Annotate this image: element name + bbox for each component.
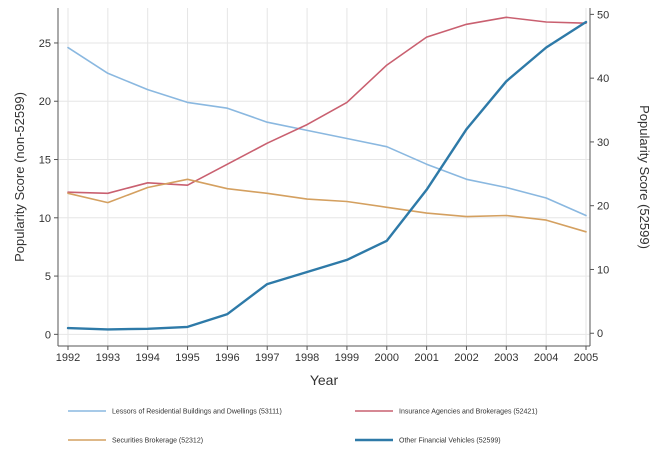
x-axis-title: Year	[310, 372, 339, 388]
legend-label-2: Securities Brokerage (52312)	[112, 438, 203, 445]
x-tick-label: 1992	[56, 352, 80, 364]
x-tick-label: 2005	[574, 352, 598, 364]
series-line-2	[67, 178, 587, 233]
y-tick-label-right: 50	[597, 9, 609, 21]
y-tick-label-left: 15	[39, 155, 51, 167]
y-tick-label-right: 40	[597, 73, 609, 85]
y-tick-label-right: 10	[597, 264, 609, 276]
y-tick-label-right: 20	[597, 201, 609, 213]
y-tick-label-left: 0	[45, 329, 51, 341]
series-line-0	[67, 46, 587, 217]
x-tick-label: 1995	[175, 352, 199, 364]
y-tick-label-right: 30	[597, 137, 609, 149]
y-tick-label-right: 0	[597, 328, 603, 340]
axes	[54, 8, 594, 350]
series-line-1	[67, 16, 587, 195]
y-tick-label-left: 10	[39, 213, 51, 225]
plot-area	[58, 8, 590, 346]
x-tick-label: 2003	[494, 352, 518, 364]
y-tick-label-left: 20	[39, 96, 51, 108]
series-lines	[66, 16, 588, 331]
y-tick-label-left: 25	[39, 38, 51, 50]
series-line-3	[66, 20, 588, 331]
x-tick-label: 1997	[255, 352, 279, 364]
x-tick-label: 1999	[335, 352, 359, 364]
y-axis-title-left: Popularity Score (non-52599)	[12, 92, 27, 262]
x-tick-label: 1993	[96, 352, 120, 364]
legend-label-0: Lessors of Residential Buildings and Dwe…	[112, 409, 282, 416]
x-tick-label: 2004	[534, 352, 558, 364]
x-tick-label: 2002	[454, 352, 478, 364]
legend-label-1: Insurance Agencies and Brokerages (52421…	[399, 409, 538, 416]
legend-label-3: Other Financial Vehicles (52599)	[399, 438, 501, 445]
x-tick-label: 1994	[135, 352, 159, 364]
y-axis-title-right: Popularity Score (52599)	[637, 105, 652, 249]
y-tick-label-left: 5	[45, 271, 51, 283]
tick-labels: 1992 1993 1994 1995 1996 1997 1998 1999 2000 2001…	[39, 9, 610, 364]
legend: Lessors of Residential Buildings and Dwe…	[68, 409, 538, 445]
x-tick-label: 1996	[215, 352, 239, 364]
grid	[58, 8, 590, 346]
x-tick-label: 1998	[295, 352, 319, 364]
x-tick-label: 2001	[414, 352, 438, 364]
x-tick-label: 2000	[375, 352, 399, 364]
